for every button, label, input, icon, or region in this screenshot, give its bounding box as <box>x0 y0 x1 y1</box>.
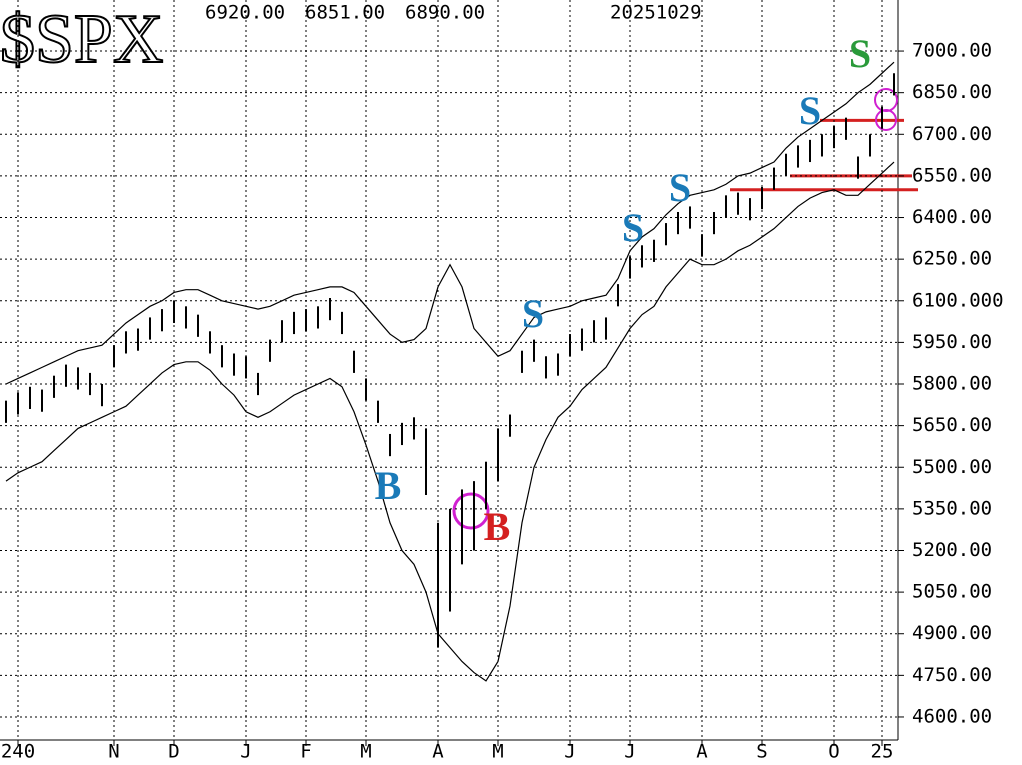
header-value: 6851.00 <box>305 2 385 24</box>
chart-title: $SPX <box>0 1 163 78</box>
y-tick-label: 6250.00 <box>912 248 992 270</box>
x-tick-label: J <box>564 741 575 763</box>
y-tick-label: 4900.00 <box>912 622 992 644</box>
y-tick-label: 7000.00 <box>912 40 992 62</box>
header-value: 6920.00 <box>205 2 285 24</box>
signal-label: B <box>375 463 402 508</box>
y-tick-label: 6700.00 <box>912 123 992 145</box>
signal-label: B <box>484 504 511 549</box>
x-tick-label: M <box>360 741 371 763</box>
y-tick-label: 6550.00 <box>912 164 992 186</box>
y-tick-label: 5950.00 <box>912 331 992 353</box>
signal-label: S <box>669 165 691 210</box>
signal-label: S <box>622 205 644 250</box>
y-tick-label: 5650.00 <box>912 414 992 436</box>
y-tick-label: 5050.00 <box>912 581 992 603</box>
x-tick-label: J <box>240 741 251 763</box>
x-tick-label: 25 <box>871 741 894 763</box>
y-tick-label: 6400.00 <box>912 206 992 228</box>
y-tick-label: 4750.00 <box>912 664 992 686</box>
x-tick-label: A <box>696 741 708 763</box>
y-tick-label: 5200.00 <box>912 539 992 561</box>
x-tick-label: O <box>828 741 839 763</box>
highlight-circle <box>452 492 490 530</box>
y-tick-label: 4600.00 <box>912 705 992 727</box>
highlight-circle <box>875 109 897 131</box>
x-tick-label: M <box>492 741 503 763</box>
x-tick-label: D <box>168 741 179 763</box>
y-tick-label: 5800.00 <box>912 373 992 395</box>
signal-label: S <box>522 291 544 336</box>
y-tick-label: 6850.00 <box>912 81 992 103</box>
header-date: 20251029 <box>610 2 702 24</box>
x-tick-label: A <box>432 741 444 763</box>
x-tick-label: J <box>624 741 635 763</box>
signal-label: S <box>799 88 821 133</box>
y-tick-label: 6100.000 <box>912 289 1004 311</box>
band-line <box>5 161 895 682</box>
signal-label: S <box>849 31 871 76</box>
x-tick-label: S <box>756 741 767 763</box>
x-tick-label: 240 <box>1 741 35 763</box>
y-tick-label: 5500.00 <box>912 456 992 478</box>
y-tick-label: 5350.00 <box>912 497 992 519</box>
band-line <box>5 61 895 385</box>
x-tick-label: N <box>108 741 119 763</box>
header-value: 6890.00 <box>405 2 485 24</box>
x-tick-label: F <box>300 741 311 763</box>
